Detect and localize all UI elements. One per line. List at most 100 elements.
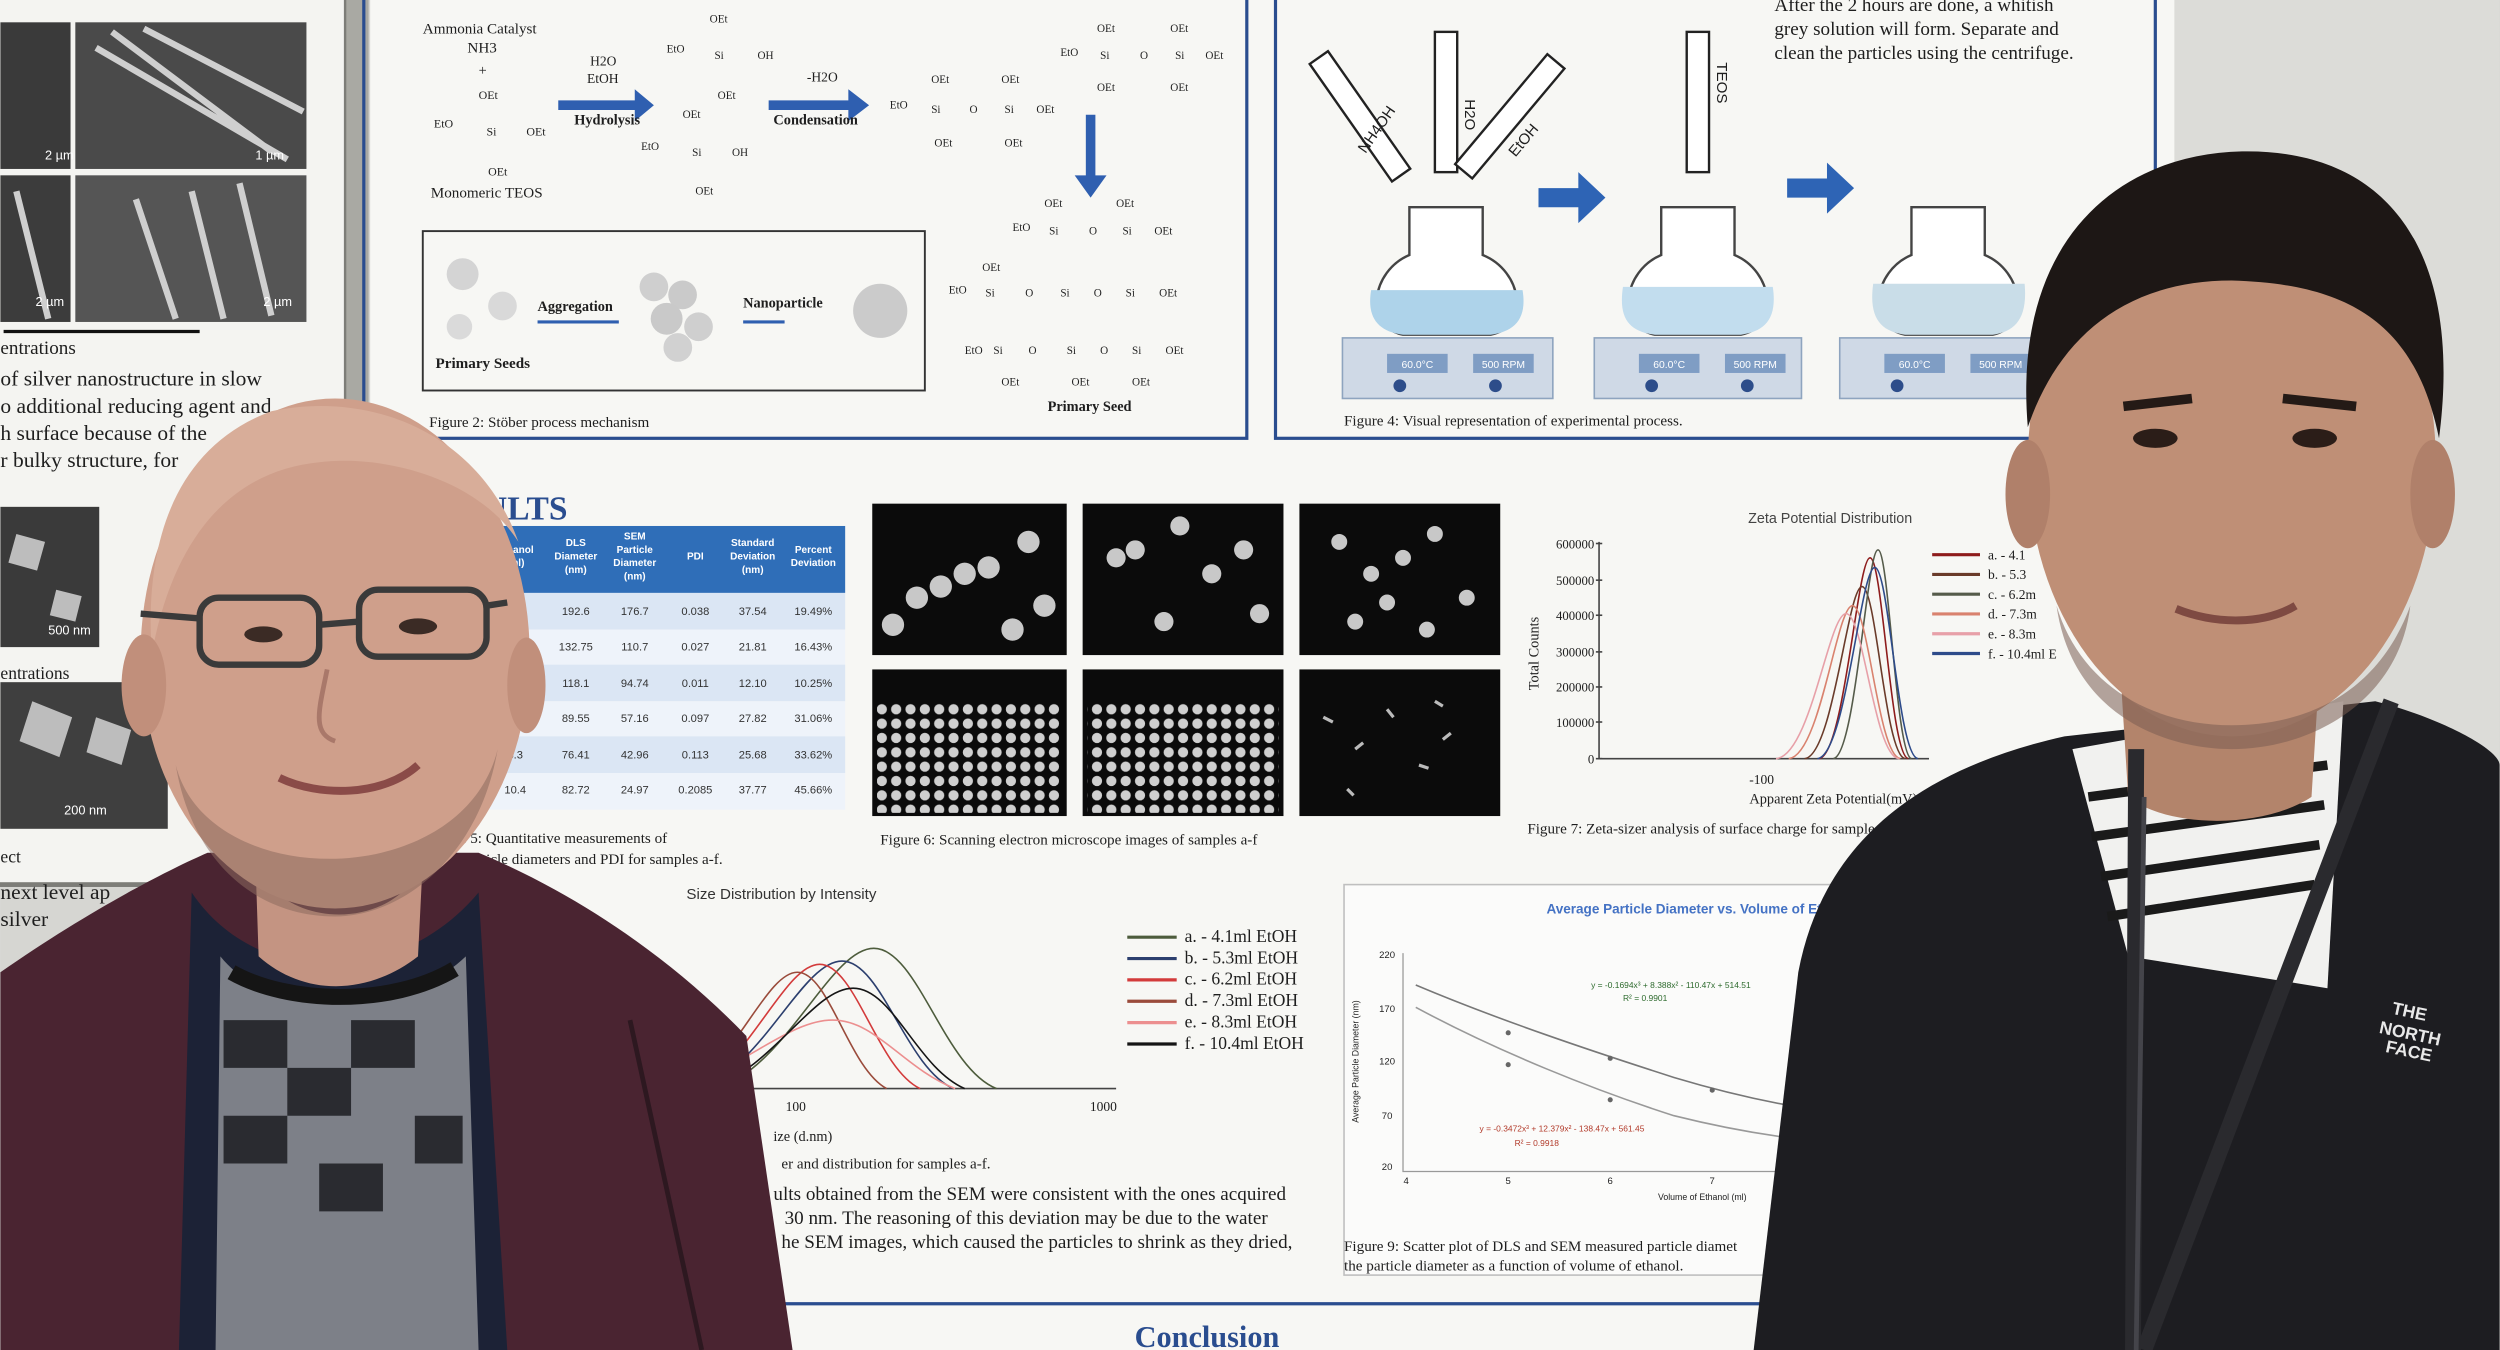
figure-caption: Figure 6: Scanning electron microscope i…: [880, 833, 1258, 849]
table-header: Percent: [795, 545, 832, 556]
equation: R² = 0.9901: [1623, 993, 1668, 1003]
tick-label: 100000: [1556, 716, 1594, 730]
table-cell: 132.75: [559, 641, 593, 653]
tick-label: 20: [1382, 1162, 1393, 1173]
left-poster-text: silver: [0, 907, 48, 931]
chemical-label: OEt: [683, 109, 702, 121]
chemical-label: EtO: [1013, 222, 1031, 234]
tick-label: 170: [1379, 1004, 1395, 1015]
zeta-curve: [1832, 549, 1912, 760]
table-header: SEM: [624, 531, 646, 542]
chemical-label: Si: [1005, 104, 1014, 116]
scale-bar-label: 2 µm: [263, 294, 292, 309]
section-heading: Conclusion: [1135, 1320, 1280, 1350]
scale-bar-label: 2 µm: [45, 147, 74, 162]
tick-label: 500000: [1556, 574, 1594, 588]
table-header: (nm): [624, 572, 646, 583]
poster-text: OEt: [479, 88, 499, 102]
chemical-label: OEt: [1001, 74, 1020, 86]
chemical-label: OEt: [1170, 82, 1189, 94]
table-cell: 0.2085: [678, 785, 712, 797]
tick-label: 300000: [1556, 646, 1594, 660]
equation: y = -0.3472x³ + 12.379x² - 138.47x + 561…: [1480, 1124, 1645, 1134]
chemical-label: EtO: [965, 345, 983, 357]
syringe-label: TEOS: [1713, 62, 1730, 103]
table-cell: 37.77: [739, 785, 767, 797]
chemical-label: OEt: [1001, 377, 1020, 389]
chemical-label: O: [1025, 287, 1033, 299]
table-cell: 76.41: [562, 750, 590, 762]
chemical-label: OEt: [1071, 377, 1090, 389]
poster-text: -H2O: [807, 69, 838, 84]
tick-label: 400000: [1556, 609, 1594, 623]
chemical-label: Si: [1060, 287, 1069, 299]
table-cell: 19.49%: [794, 606, 832, 618]
legend-label: d. - 7.3m: [1988, 607, 2037, 622]
left-poster-heading: entrations: [0, 663, 69, 683]
chemical-label: Si: [1175, 50, 1184, 62]
table-header: Particle: [617, 545, 654, 556]
table-header: Deviation: [791, 558, 836, 569]
table-cell: 10.4: [504, 785, 526, 797]
chemical-label: O: [1100, 345, 1108, 357]
poster-text: Si: [487, 124, 498, 138]
table-cell: 192.6: [562, 606, 590, 618]
left-poster-text: r bulky structure, for: [0, 448, 178, 472]
chemical-label: OEt: [982, 262, 1001, 274]
body-text: he SEM images, which caused the particle…: [781, 1232, 1292, 1253]
zeta-curve: [1804, 585, 1906, 760]
poster-text: +: [479, 63, 487, 79]
table-cell: 0.113: [682, 750, 709, 762]
tick-label: 600000: [1556, 537, 1594, 551]
legend-label: c. - 6.2m: [1988, 587, 2037, 602]
legend-label: d. - 7.3ml EtOH: [1185, 990, 1299, 1010]
legend-label: b. - 5.3: [1988, 567, 2027, 582]
axis-label: Total Counts: [1526, 616, 1542, 690]
axis-label: Volume of Ethanol (ml): [1658, 1192, 1747, 1202]
table-cell: 33.62%: [794, 750, 832, 762]
table-header: Standard: [731, 538, 774, 549]
scale-bar-label: 2 µm: [35, 294, 64, 309]
legend-label: b. - 5.3ml EtOH: [1185, 947, 1299, 967]
chemical-label: Si: [931, 104, 940, 116]
table-cell: 25.68: [739, 750, 767, 762]
poster-text: Condensation: [773, 112, 857, 128]
poster-text: Nanoparticle: [743, 296, 823, 312]
axis-label: Apparent Zeta Potential(mV): [1749, 791, 1917, 807]
equation: R² = 0.9918: [1515, 1138, 1560, 1148]
table-cell: 21.81: [739, 641, 767, 653]
zeta-curve: [1788, 604, 1901, 760]
chemical-label: OH: [757, 50, 773, 62]
table-cell: 0.038: [681, 606, 709, 618]
chemical-label: OEt: [1116, 198, 1135, 210]
table-header: (nm): [565, 565, 587, 576]
table-cell: 0.011: [682, 678, 709, 690]
person-right: [1753, 151, 2500, 1350]
poster-text: Ammonia Catalyst: [423, 21, 538, 37]
chemical-label: EtO: [667, 44, 685, 56]
table-cell: 94.74: [621, 678, 649, 690]
poster-text: EtOH: [587, 71, 619, 86]
tick-label: 1000: [1090, 1099, 1117, 1114]
chemical-label: EtO: [890, 99, 908, 111]
chemical-label: OEt: [931, 74, 950, 86]
body-text: 30 nm. The reasoning of this deviation m…: [785, 1208, 1269, 1229]
body-text: ults obtained from the SEM were consiste…: [773, 1184, 1286, 1205]
tick-label: -100: [1749, 772, 1774, 787]
table-header: Diameter: [554, 551, 597, 562]
figure-caption: re 5: Quantitative measurements of: [455, 831, 668, 847]
axis-label: Average Particle Diameter (nm): [1350, 1000, 1360, 1122]
chemical-label: Si: [1100, 50, 1109, 62]
table-cell: 0.027: [681, 641, 709, 653]
chemical-label: OEt: [1097, 82, 1116, 94]
table-header: Ethanol: [497, 545, 534, 556]
table-header: DLS: [566, 538, 586, 549]
figure-caption: Figure 2: Stöber process mechanism: [429, 415, 649, 431]
tick-label: 120: [1379, 1057, 1395, 1068]
display: [1724, 353, 1786, 373]
poster-text: Primary Seeds: [436, 356, 531, 372]
poster-text: Hydrolysis: [574, 112, 640, 128]
table-cell: 118.1: [562, 678, 589, 690]
chemical-label: OEt: [1154, 225, 1173, 237]
